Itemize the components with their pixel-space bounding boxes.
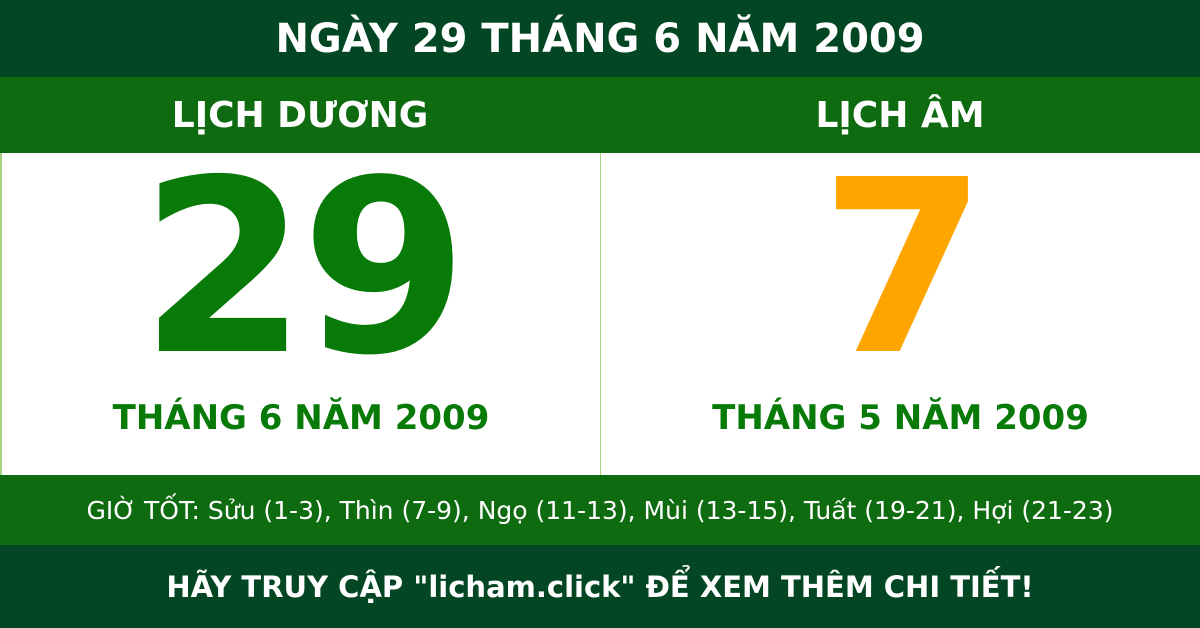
good-hours: GIỜ TỐT: Sửu (1-3), Thìn (7-9), Ngọ (11-… xyxy=(0,475,1200,545)
page-title: NGÀY 29 THÁNG 6 NĂM 2009 xyxy=(0,0,1200,77)
lunar-panel: 7 THÁNG 5 NĂM 2009 xyxy=(601,128,1200,475)
calendar-headers: LỊCH DƯƠNG LỊCH ÂM xyxy=(0,77,1200,153)
solar-header: LỊCH DƯƠNG xyxy=(171,94,429,136)
solar-panel: 29 THÁNG 6 NĂM 2009 xyxy=(2,128,601,475)
lunar-header: LỊCH ÂM xyxy=(815,94,985,136)
lunar-day: 7 xyxy=(820,128,987,408)
footer-cta: HÃY TRUY CẬP "licham.click" ĐỂ XEM THÊM … xyxy=(0,545,1200,628)
solar-month-year: THÁNG 6 NĂM 2009 xyxy=(112,398,490,438)
calendar-body: 29 THÁNG 6 NĂM 2009 7 THÁNG 5 NĂM 2009 xyxy=(0,128,1200,475)
lunar-month-year: THÁNG 5 NĂM 2009 xyxy=(712,398,1089,438)
solar-day: 29 xyxy=(140,128,468,408)
